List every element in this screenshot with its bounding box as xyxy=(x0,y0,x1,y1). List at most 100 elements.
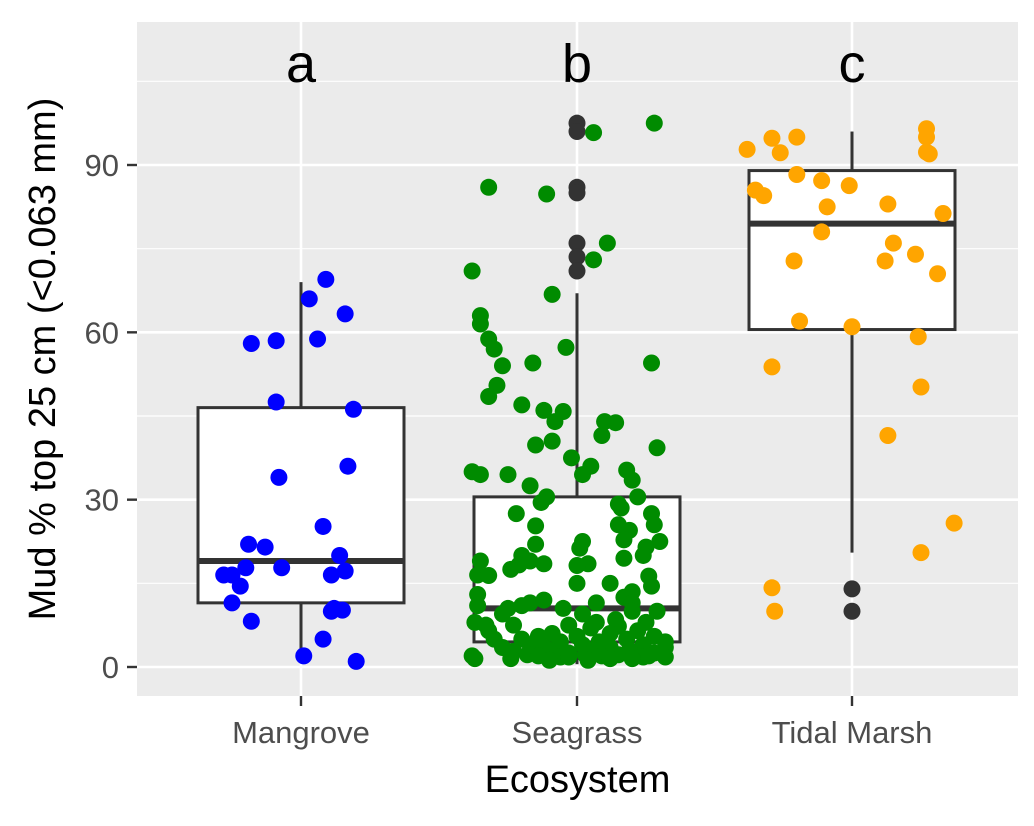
seagrass-point xyxy=(469,597,487,615)
tidal-marsh-point xyxy=(788,128,806,146)
seagrass-point xyxy=(648,602,666,620)
seagrass-point xyxy=(601,650,619,668)
seagrass-point xyxy=(527,535,545,553)
tidal-marsh-point xyxy=(791,312,809,330)
seagrass-point xyxy=(507,505,525,523)
mangrove-point xyxy=(339,457,357,475)
seagrass-significance-letter: b xyxy=(562,34,592,94)
seagrass-point xyxy=(505,616,523,634)
mangrove-point xyxy=(331,546,349,564)
y-axis-title: Mud % top 25 cm (<0.063 mm) xyxy=(22,98,64,621)
seagrass-point xyxy=(585,251,603,269)
seagrass-point xyxy=(645,114,663,132)
seagrass-point xyxy=(560,648,578,666)
seagrass-point xyxy=(463,262,481,280)
seagrass-point xyxy=(615,549,633,567)
x-tick-label: Seagrass xyxy=(512,715,643,750)
seagrass-point xyxy=(524,354,542,372)
tidal-marsh-point xyxy=(738,140,756,158)
x-tick-label: Tidal Marsh xyxy=(772,715,933,750)
tidal-marsh-point xyxy=(906,245,924,263)
tidal-marsh-point xyxy=(763,129,781,147)
seagrass-point xyxy=(562,449,580,467)
seagrass-point xyxy=(607,414,625,432)
seagrass-point xyxy=(513,597,531,615)
point-layer xyxy=(215,114,963,670)
tidal-marsh-point xyxy=(788,165,806,183)
tidal-marsh-box xyxy=(747,169,957,332)
seagrass-point xyxy=(543,285,561,303)
axes: 0 30 60 90 Mangrove Seagrass Tidal Marsh xyxy=(85,148,933,750)
mangrove-point xyxy=(215,566,233,584)
seagrass-point xyxy=(540,651,558,669)
seagrass-outlier xyxy=(568,234,586,252)
tidal-marsh-point xyxy=(879,427,897,445)
seagrass-point xyxy=(538,185,556,203)
tidal-marsh-point xyxy=(912,378,930,396)
seagrass-point xyxy=(623,471,641,489)
seagrass-point xyxy=(587,594,605,612)
seagrass-point xyxy=(532,493,550,511)
mangrove-point xyxy=(317,270,335,288)
seagrass-point xyxy=(554,599,572,617)
mangrove-point xyxy=(242,334,260,352)
mangrove-point xyxy=(309,330,327,348)
seagrass-point xyxy=(579,651,597,669)
tidal-marsh-outlier xyxy=(843,580,861,598)
seagrass-point xyxy=(615,531,633,549)
seagrass-point xyxy=(634,546,652,564)
x-tick-label: Mangrove xyxy=(232,715,370,750)
y-tick-label: 30 xyxy=(85,483,119,518)
seagrass-point xyxy=(480,567,498,585)
seagrass-point xyxy=(471,552,489,570)
tidal-marsh-point xyxy=(934,205,952,223)
mangrove-point xyxy=(223,594,241,612)
seagrass-point xyxy=(585,124,603,142)
tidal-marsh-point xyxy=(918,128,936,146)
tidal-marsh-point xyxy=(763,579,781,597)
seagrass-point xyxy=(571,539,589,557)
seagrass-outlier xyxy=(568,262,586,280)
seagrass-point xyxy=(629,488,647,506)
tidal-marsh-point xyxy=(818,198,836,216)
seagrass-point xyxy=(648,439,666,457)
mangrove-point xyxy=(270,468,288,486)
seagrass-point xyxy=(502,650,520,668)
seagrass-point xyxy=(513,396,531,414)
seagrass-point xyxy=(493,605,511,623)
seagrass-point xyxy=(568,574,586,592)
mangrove-point xyxy=(336,562,354,580)
tidal-marsh-point xyxy=(879,195,897,213)
y-tick-label: 90 xyxy=(85,148,119,183)
seagrass-point xyxy=(471,315,489,333)
mangrove-point xyxy=(325,599,343,617)
seagrass-point xyxy=(601,574,619,592)
mangrove-point xyxy=(242,612,260,630)
seagrass-point xyxy=(640,647,658,665)
seagrass-point xyxy=(645,516,663,534)
mangrove-point xyxy=(231,577,249,595)
seagrass-point xyxy=(612,499,630,517)
seagrass-point xyxy=(466,650,484,668)
mangrove-point xyxy=(347,652,365,670)
seagrass-point xyxy=(574,605,592,623)
tidal-marsh-point xyxy=(785,252,803,270)
y-tick-label: 0 xyxy=(102,650,119,685)
tidal-marsh-point xyxy=(945,514,963,532)
mangrove-significance-letter: a xyxy=(286,34,317,94)
seagrass-point xyxy=(499,466,517,484)
tidal-marsh-point xyxy=(884,234,902,252)
seagrass-outlier xyxy=(568,248,586,266)
mangrove-point xyxy=(314,630,332,648)
mangrove-point xyxy=(240,535,258,553)
seagrass-point xyxy=(480,387,498,405)
seagrass-point xyxy=(471,466,489,484)
seagrass-point xyxy=(527,436,545,454)
seagrass-point xyxy=(521,477,539,495)
seagrass-point xyxy=(535,555,553,573)
tidal-marsh-point xyxy=(840,177,858,195)
tidal-marsh-point xyxy=(813,223,831,241)
mangrove-point xyxy=(256,538,274,556)
seagrass-point xyxy=(643,354,661,372)
